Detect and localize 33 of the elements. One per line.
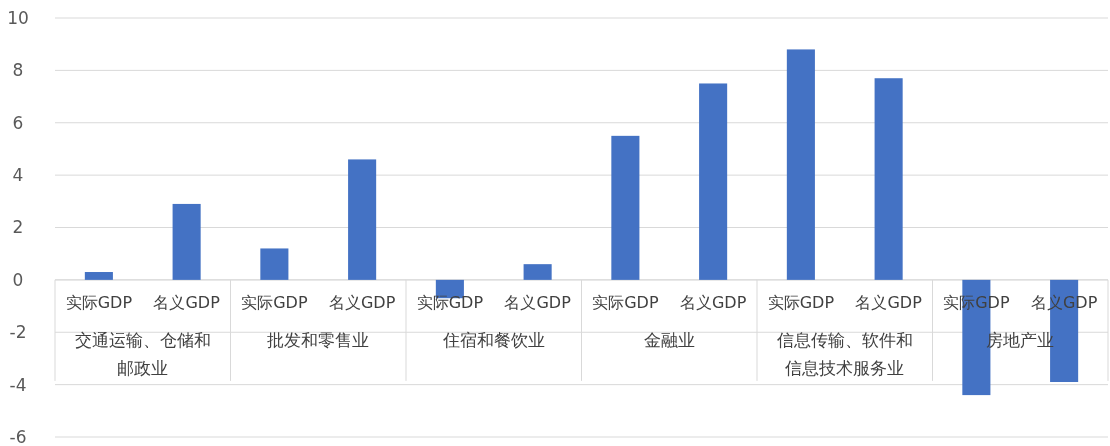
y-tick-label: -6	[9, 426, 27, 446]
bar	[84, 272, 113, 280]
bar	[348, 159, 377, 280]
y-tick-label: 0	[12, 269, 24, 290]
y-tick-label: 2	[12, 217, 24, 238]
annotation: 信息传输、软件和信息技术服务业	[776, 329, 913, 378]
x-tick-label: 实际GDP	[65, 293, 133, 313]
annotation: 交通运输、仓储和邮政业	[74, 329, 211, 378]
bar	[523, 264, 552, 280]
x-tick-label: 名义GDP	[153, 293, 221, 313]
y-tick-label: 4	[12, 165, 24, 186]
annotation: 住宿和餐饮业	[441, 329, 545, 350]
bar	[874, 78, 903, 280]
annotation: 金融业	[643, 329, 695, 350]
x-tick-label: 名义GDP	[855, 293, 923, 313]
y-tick-label: -2	[9, 322, 27, 343]
y-tick-label: -4	[9, 374, 27, 395]
y-tick-label: 6	[12, 112, 24, 133]
annotation: 批发和零售业	[267, 329, 370, 350]
x-tick-label: 实际GDP	[592, 293, 659, 313]
y-tick-label: 10	[7, 7, 29, 28]
x-tick-label: 实际GDP	[416, 293, 484, 313]
bar	[699, 83, 728, 280]
y-tick-label: 8	[12, 60, 24, 81]
bar	[786, 49, 815, 280]
x-tick-label: 实际GDP	[767, 293, 835, 313]
x-tick-label: 实际GDP	[241, 293, 308, 313]
bar	[172, 203, 201, 280]
bar	[611, 135, 640, 280]
bar	[260, 248, 289, 280]
x-tick-label: 名义GDP	[328, 293, 396, 313]
x-tick-label: 名义GDP	[679, 293, 747, 313]
x-tick-label: 名义GDP	[504, 293, 572, 313]
